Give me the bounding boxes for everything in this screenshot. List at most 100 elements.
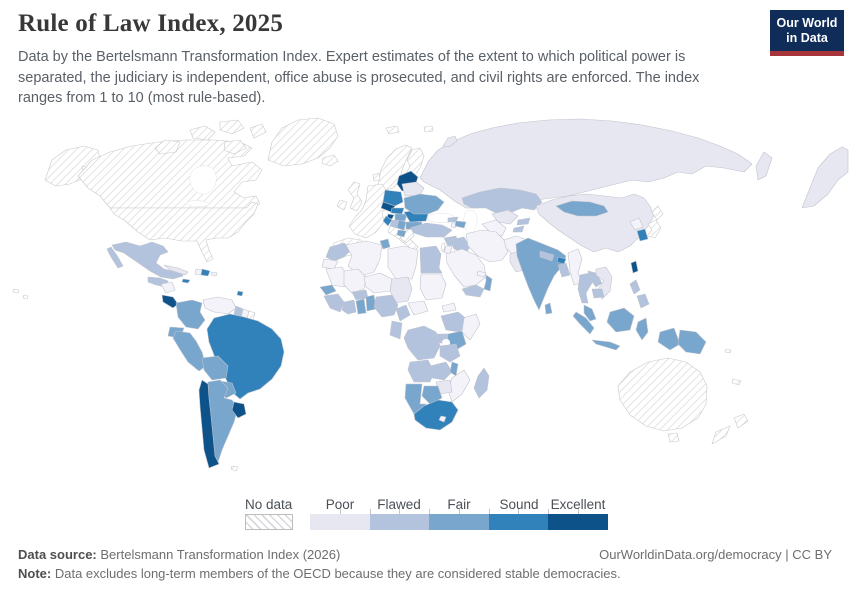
region-pacific-islands[interactable] xyxy=(724,348,732,354)
region-papua-new-guinea[interactable] xyxy=(677,329,707,355)
legend-swatch-fair[interactable] xyxy=(429,514,489,530)
legend-swatch-sound[interactable] xyxy=(488,514,549,530)
region-nepal[interactable] xyxy=(539,250,555,262)
region-ukraine[interactable] xyxy=(403,193,445,215)
region-india[interactable] xyxy=(515,237,567,311)
region-arctic-islands[interactable] xyxy=(223,139,247,155)
region-philippines[interactable] xyxy=(636,293,650,309)
region-greenland[interactable] xyxy=(267,117,339,167)
region-central-african-republic[interactable] xyxy=(407,300,429,316)
region-denmark[interactable] xyxy=(372,172,381,182)
region-gabon-congo[interactable] xyxy=(389,320,403,340)
region-iceland[interactable] xyxy=(321,154,339,167)
region-united-kingdom[interactable] xyxy=(347,181,363,212)
region-niger[interactable] xyxy=(363,272,393,294)
region-burkina-faso[interactable] xyxy=(351,289,369,301)
region-uae[interactable] xyxy=(476,270,487,278)
region-new-zealand[interactable] xyxy=(733,413,749,429)
region-sri-lanka[interactable] xyxy=(544,302,553,315)
region-mexico-baja[interactable] xyxy=(106,246,124,269)
region-cameroon[interactable] xyxy=(395,304,411,322)
region-ireland[interactable] xyxy=(336,199,348,211)
legend-swatch-flawed[interactable] xyxy=(369,514,430,530)
region-nicaragua[interactable] xyxy=(160,281,176,294)
region-guinea[interactable] xyxy=(323,293,345,313)
region-malaysia[interactable] xyxy=(583,304,597,322)
region-poland[interactable] xyxy=(382,189,404,207)
region-libya[interactable] xyxy=(387,245,419,280)
region-ghana[interactable] xyxy=(355,298,367,315)
region-kazakhstan[interactable] xyxy=(461,187,543,215)
region-turkey[interactable] xyxy=(409,222,453,238)
region-uruguay[interactable] xyxy=(231,401,247,419)
region-finland[interactable] xyxy=(406,147,425,179)
region-iraq[interactable] xyxy=(449,236,471,254)
region-hawaii[interactable] xyxy=(12,288,20,294)
region-chad[interactable] xyxy=(389,276,413,304)
region-indonesia-sulawesi[interactable] xyxy=(635,317,649,341)
region-yemen[interactable] xyxy=(461,284,485,298)
region-arctic-islands[interactable] xyxy=(249,123,267,139)
region-serbia[interactable] xyxy=(396,219,407,231)
region-croatia[interactable] xyxy=(382,215,393,227)
region-japan[interactable] xyxy=(646,219,662,239)
legend-swatch-poor[interactable] xyxy=(310,514,370,530)
region-indonesia-papua[interactable] xyxy=(657,327,681,351)
region-indonesia-sumatra[interactable] xyxy=(572,311,595,335)
region-arctic-islands[interactable] xyxy=(189,125,216,141)
region-new-zealand[interactable] xyxy=(711,425,731,445)
region-cuba[interactable] xyxy=(163,264,189,276)
region-united-states[interactable] xyxy=(109,201,259,263)
region-indonesia-borneo[interactable] xyxy=(606,307,635,333)
region-japan[interactable] xyxy=(651,205,664,221)
region-indonesia-java[interactable] xyxy=(591,339,621,351)
legend-swatch-excellent[interactable] xyxy=(548,514,608,530)
region-malawi[interactable] xyxy=(449,361,459,377)
region-hawaii[interactable] xyxy=(22,294,29,300)
region-madagascar[interactable] xyxy=(473,367,490,399)
region-dominican-republic[interactable] xyxy=(200,268,211,277)
region-oman[interactable] xyxy=(483,274,493,292)
region-egypt[interactable] xyxy=(419,245,443,274)
region-svalbard[interactable] xyxy=(385,125,400,135)
region-australia[interactable] xyxy=(617,357,708,432)
region-taiwan[interactable] xyxy=(630,260,639,274)
region-albania-north-macedonia[interactable] xyxy=(396,229,407,238)
region-bolivia[interactable] xyxy=(201,355,229,381)
region-arctic-islands[interactable] xyxy=(154,139,181,155)
region-mongolia[interactable] xyxy=(555,200,609,217)
region-pacific-islands[interactable] xyxy=(731,378,742,386)
region-bangladesh[interactable] xyxy=(557,262,571,278)
region-svalbard[interactable] xyxy=(423,125,434,133)
region-mexico[interactable] xyxy=(111,241,184,280)
region-tunisia[interactable] xyxy=(379,238,391,250)
region-jamaica[interactable] xyxy=(181,278,191,284)
region-arctic-islands[interactable] xyxy=(219,119,245,135)
region-trinidad-and-tobago[interactable] xyxy=(236,290,244,297)
region-saudi-arabia[interactable] xyxy=(445,248,487,288)
region-tanzania[interactable] xyxy=(439,343,461,363)
region-hungary[interactable] xyxy=(394,213,408,222)
region-cambodia[interactable] xyxy=(591,288,605,299)
region-nigeria[interactable] xyxy=(373,294,399,318)
region-angola[interactable] xyxy=(407,359,435,383)
region-tajikistan[interactable] xyxy=(512,225,525,233)
region-morocco[interactable] xyxy=(325,242,353,262)
region-venezuela[interactable] xyxy=(202,296,237,315)
region-sudan[interactable] xyxy=(419,273,447,301)
region-azerbaijan[interactable] xyxy=(454,220,467,229)
region-puerto-rico[interactable] xyxy=(210,271,218,277)
region-lesotho[interactable] xyxy=(438,415,447,423)
region-kyrgyzstan[interactable] xyxy=(516,217,531,226)
region-falkland-islands[interactable] xyxy=(230,465,239,472)
region-belarus[interactable] xyxy=(401,181,425,197)
region-eritrea[interactable] xyxy=(441,302,457,313)
region-russia-chukotka[interactable] xyxy=(801,146,849,209)
region-senegal[interactable] xyxy=(319,284,337,296)
region-mali[interactable] xyxy=(343,268,367,294)
region-ivory-coast[interactable] xyxy=(341,299,357,315)
region-philippines[interactable] xyxy=(629,279,641,295)
region-armenia[interactable] xyxy=(450,222,457,229)
region-algeria[interactable] xyxy=(345,240,383,277)
region-novaya-zemlya[interactable] xyxy=(442,135,458,148)
